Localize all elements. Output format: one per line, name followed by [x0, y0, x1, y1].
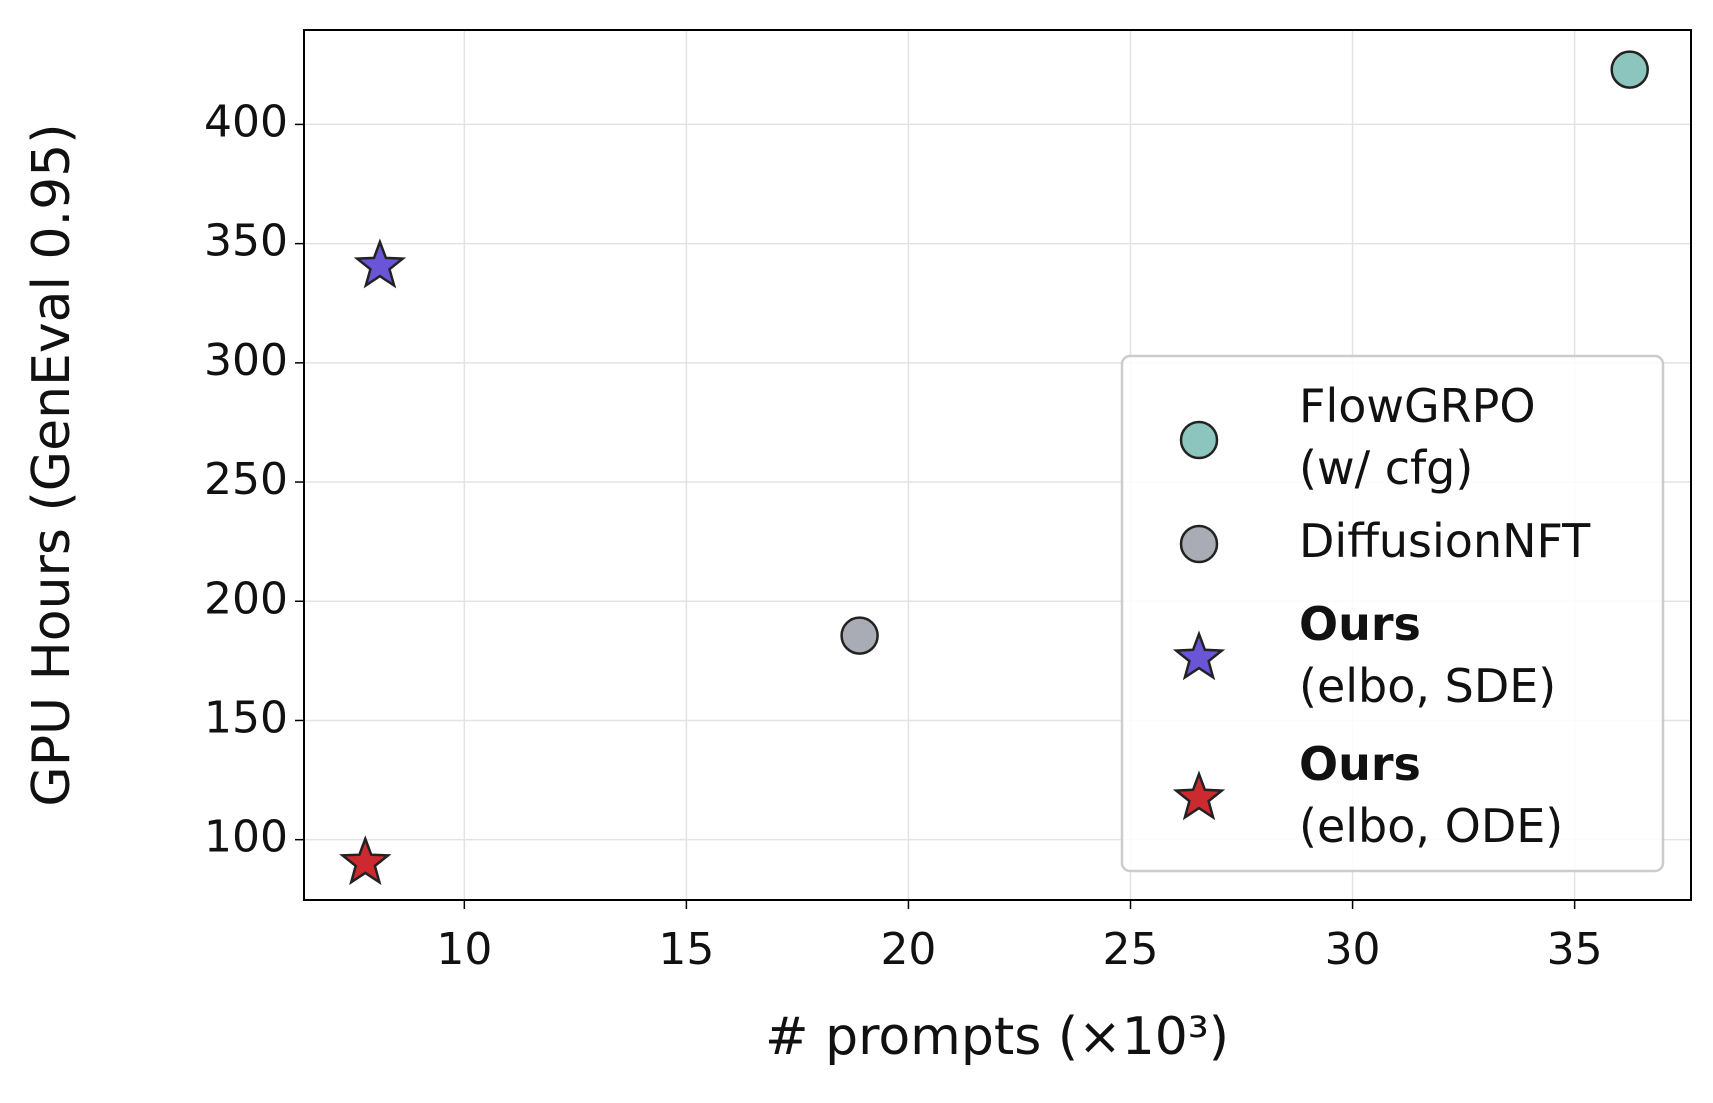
- legend-label: DiffusionNFT: [1299, 514, 1591, 568]
- x-tick-label: 30: [1325, 924, 1381, 975]
- legend-marker: [1179, 524, 1219, 564]
- point: [353, 238, 407, 289]
- y-axis-label: GPU Hours (GenEval 0.95): [22, 123, 82, 806]
- y-tick-label: 250: [204, 454, 288, 505]
- legend-label: FlowGRPO (w/ cfg): [1299, 379, 1536, 495]
- legend-marker: [1172, 770, 1226, 821]
- x-tick-label: 35: [1547, 924, 1603, 975]
- point: [339, 835, 392, 886]
- legend-marker: [1172, 630, 1226, 681]
- point: [1610, 50, 1649, 89]
- legend-label: Ours (elbo, SDE): [1299, 597, 1556, 713]
- x-tick-label: 20: [880, 924, 936, 975]
- point: [840, 616, 879, 655]
- y-tick-label: 400: [204, 96, 288, 147]
- y-tick-label: 200: [204, 573, 288, 624]
- x-tick-label: 15: [658, 924, 714, 975]
- x-axis-label: # prompts (×10³): [765, 1007, 1229, 1067]
- legend-box: [1120, 354, 1665, 873]
- legend-label: Ours (elbo, ODE): [1299, 737, 1563, 853]
- y-tick-label: 150: [204, 692, 288, 743]
- x-tick-label: 10: [436, 924, 492, 975]
- x-tick-label: 25: [1103, 924, 1159, 975]
- y-tick-label: 100: [204, 812, 288, 863]
- legend-marker: [1179, 420, 1219, 460]
- y-tick-label: 350: [204, 216, 288, 267]
- plot-frame: [303, 29, 1692, 901]
- y-tick-label: 300: [204, 335, 288, 386]
